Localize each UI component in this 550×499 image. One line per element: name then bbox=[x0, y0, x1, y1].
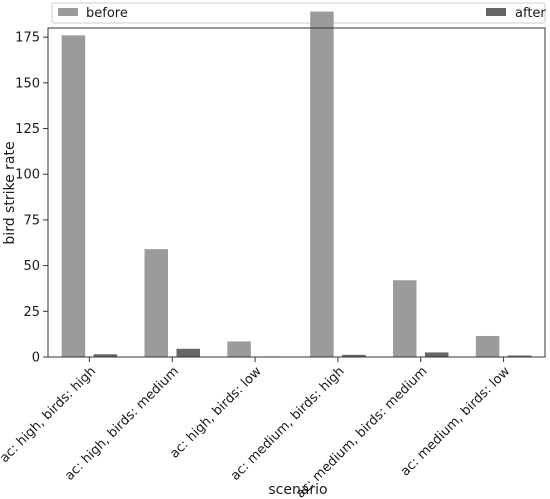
y-axis-label: bird strike rate bbox=[2, 141, 18, 244]
y-tick-label-50: 50 bbox=[23, 259, 40, 274]
bar-after-1 bbox=[93, 354, 118, 357]
y-tick-label-75: 75 bbox=[23, 213, 40, 228]
x-tick-label-3: ac: high, birds: low bbox=[167, 364, 265, 462]
legend-swatch-after bbox=[486, 8, 506, 16]
bar-after-6 bbox=[507, 355, 532, 357]
bar-before-2 bbox=[144, 249, 168, 357]
y-tick-label-150: 150 bbox=[15, 76, 40, 91]
legend-label-before: before bbox=[86, 6, 128, 21]
bar-before-1 bbox=[61, 35, 86, 358]
bar-before-6 bbox=[475, 335, 500, 357]
bar-before-3 bbox=[227, 341, 251, 357]
bar-after-2 bbox=[176, 348, 200, 357]
y-tick-label-25: 25 bbox=[23, 305, 40, 320]
plot-frame bbox=[47, 27, 546, 358]
bar-before-4 bbox=[310, 11, 334, 358]
y-tick-label-0: 0 bbox=[32, 351, 40, 366]
y-tick-label-175: 175 bbox=[15, 31, 40, 46]
y-tick-label-100: 100 bbox=[15, 168, 40, 183]
bar-after-4 bbox=[342, 354, 366, 357]
bar-before-5 bbox=[393, 280, 417, 357]
bar-after-5 bbox=[425, 352, 449, 357]
legend-box bbox=[51, 2, 546, 24]
legend-label-after: after bbox=[515, 6, 546, 21]
x-tick-label-5: ac: medium, birds: medium bbox=[293, 364, 430, 499]
y-tick-label-125: 125 bbox=[15, 122, 40, 137]
legend-swatch-before bbox=[58, 8, 78, 16]
x-axis-label: scenario bbox=[268, 482, 327, 498]
